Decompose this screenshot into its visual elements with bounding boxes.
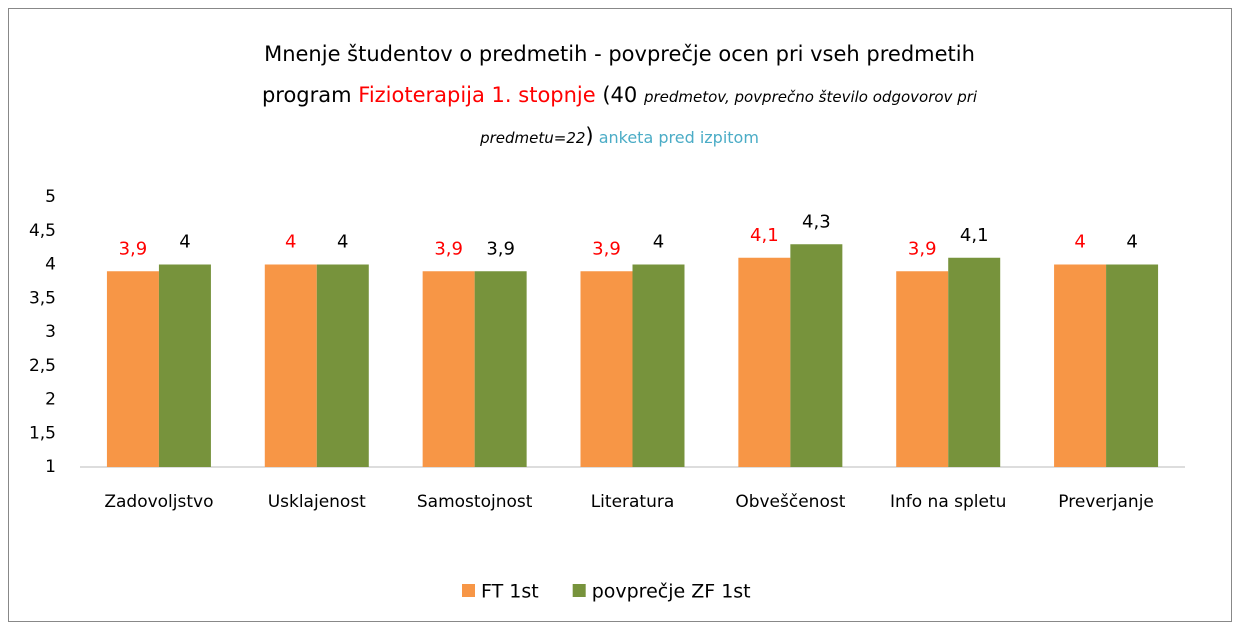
bar [738,257,791,467]
bar [1054,264,1107,467]
y-tick-label: 4,5 [29,221,56,241]
data-label: 4 [653,232,664,253]
bar [264,264,317,467]
title-program: Fizioterapija 1. stopnje [358,83,596,107]
x-tick-label: Samostojnost [417,492,533,512]
y-tick-label: 1,5 [29,423,56,443]
legend-label: povprečje ZF 1st [592,581,751,603]
data-label: 3,9 [434,238,463,259]
x-tick-label: Obveščenost [735,492,845,512]
x-tick-label: Zadovoljstvo [104,492,213,512]
title-text: program [261,83,359,107]
title-line: predmetu=22) anketa pred izpitom [0,116,1239,157]
bar [896,271,949,467]
x-tick-label: Usklajenost [268,492,366,512]
bar [158,264,211,467]
title-note: predmetov, povprečno število odgovorov p… [643,88,978,106]
bar [316,264,369,467]
data-label: 4 [179,232,190,253]
title-text: ) [585,124,594,148]
y-tick-label: 3 [45,322,56,342]
data-label: 3,9 [486,238,515,259]
data-label: 4,3 [802,211,831,232]
y-tick-label: 3,5 [29,288,56,308]
bar [422,271,475,467]
data-label: 4 [285,232,296,253]
x-tick-label: Preverjanje [1058,492,1154,512]
x-tick-label: Literatura [591,492,675,512]
legend-swatch [572,584,586,597]
title-text: Mnenje študentov o predmetih - povprečje… [264,42,975,66]
data-label: 4 [337,232,348,253]
y-tick-label: 2,5 [29,356,56,376]
legend-label: FT 1st [481,581,539,603]
data-label: 4 [1074,232,1085,253]
title-text: (40 [595,83,644,107]
y-tick-label: 2 [45,390,56,410]
bar [790,244,843,467]
bar [106,271,159,467]
bar [632,264,685,467]
data-label: 3,9 [908,238,937,259]
y-tick-label: 5 [45,187,56,207]
data-label: 4 [1126,232,1137,253]
title-survey: anketa pred izpitom [593,128,759,147]
title-note: predmetu=22 [480,129,586,147]
title-line: program Fizioterapija 1. stopnje (40 pre… [0,75,1239,116]
chart-title: Mnenje študentov o predmetih - povprečje… [0,34,1239,157]
data-label: 3,9 [592,238,621,259]
chart-border [8,8,1232,622]
legend-swatch [462,584,475,597]
title-line: Mnenje študentov o predmetih - povprečje… [0,34,1239,75]
bar [580,271,633,467]
data-label: 4,1 [960,225,989,246]
bar [948,257,1001,467]
data-label: 4,1 [750,225,779,246]
data-label: 3,9 [119,238,148,259]
x-tick-label: Info na spletu [890,492,1006,512]
y-tick-label: 1 [45,457,56,477]
y-tick-label: 4 [45,255,56,275]
bar [1106,264,1159,467]
bar [474,271,527,467]
